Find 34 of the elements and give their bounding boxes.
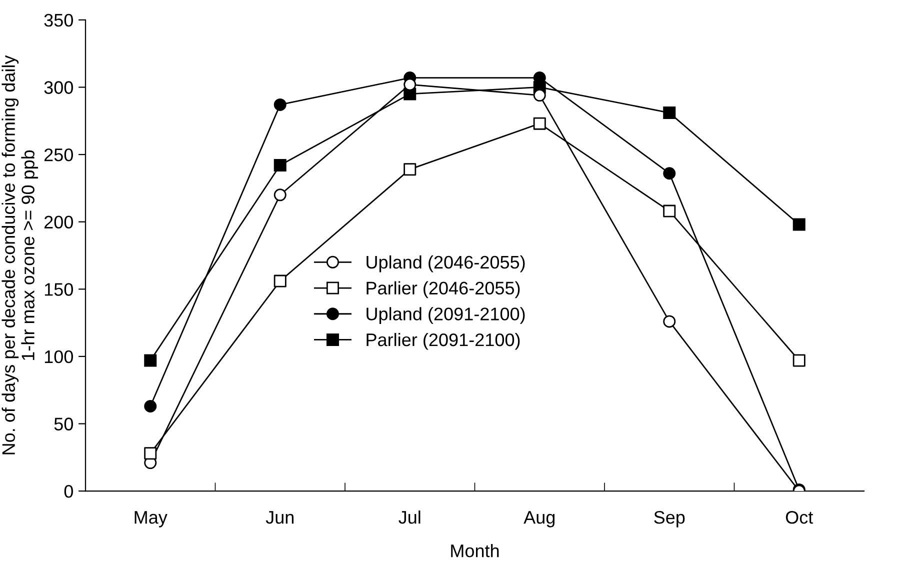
- legend-label: Upland (2091-2100): [366, 307, 525, 324]
- point: [144, 447, 157, 460]
- point: [144, 400, 157, 412]
- point: [792, 354, 806, 367]
- x-tick-label: Sep: [654, 510, 685, 528]
- point: [663, 204, 676, 218]
- y-tick-label: 250: [44, 148, 73, 162]
- y-tick-label: 0: [64, 484, 73, 498]
- point: [274, 98, 286, 111]
- x-tick-label: Jul: [398, 510, 420, 524]
- x-tick-label: May: [134, 511, 168, 528]
- y-tick-label: 150: [44, 283, 73, 296]
- legend-label: Parlier (2091-2100): [366, 332, 520, 350]
- point: [274, 274, 286, 288]
- legend-label: Parlier (2046-2055): [366, 281, 520, 298]
- x-tick-label: Aug: [524, 511, 555, 528]
- point: [663, 167, 676, 180]
- y-tick-label: 100: [44, 350, 73, 364]
- point: [663, 106, 676, 120]
- legend-label: Upland (2046-2055): [366, 255, 525, 272]
- y-tick-label: 350: [44, 14, 73, 27]
- point: [404, 163, 416, 176]
- x-tick-label: Jun: [266, 511, 294, 524]
- y-tick-label: 200: [44, 216, 73, 229]
- point: [404, 88, 416, 100]
- y-tick-label: 300: [44, 81, 73, 94]
- x-axis-title: Month: [451, 544, 499, 558]
- y-tick-label: 50: [54, 418, 73, 430]
- x-tick-label: Oct: [786, 510, 814, 524]
- point: [274, 159, 286, 172]
- y-axis-title: No. of days per decade conducive to forming daily 1-hr max ozone >= 90 ppb: [2, 55, 38, 454]
- point: [533, 117, 546, 130]
- point: [792, 218, 806, 231]
- point: [144, 354, 157, 367]
